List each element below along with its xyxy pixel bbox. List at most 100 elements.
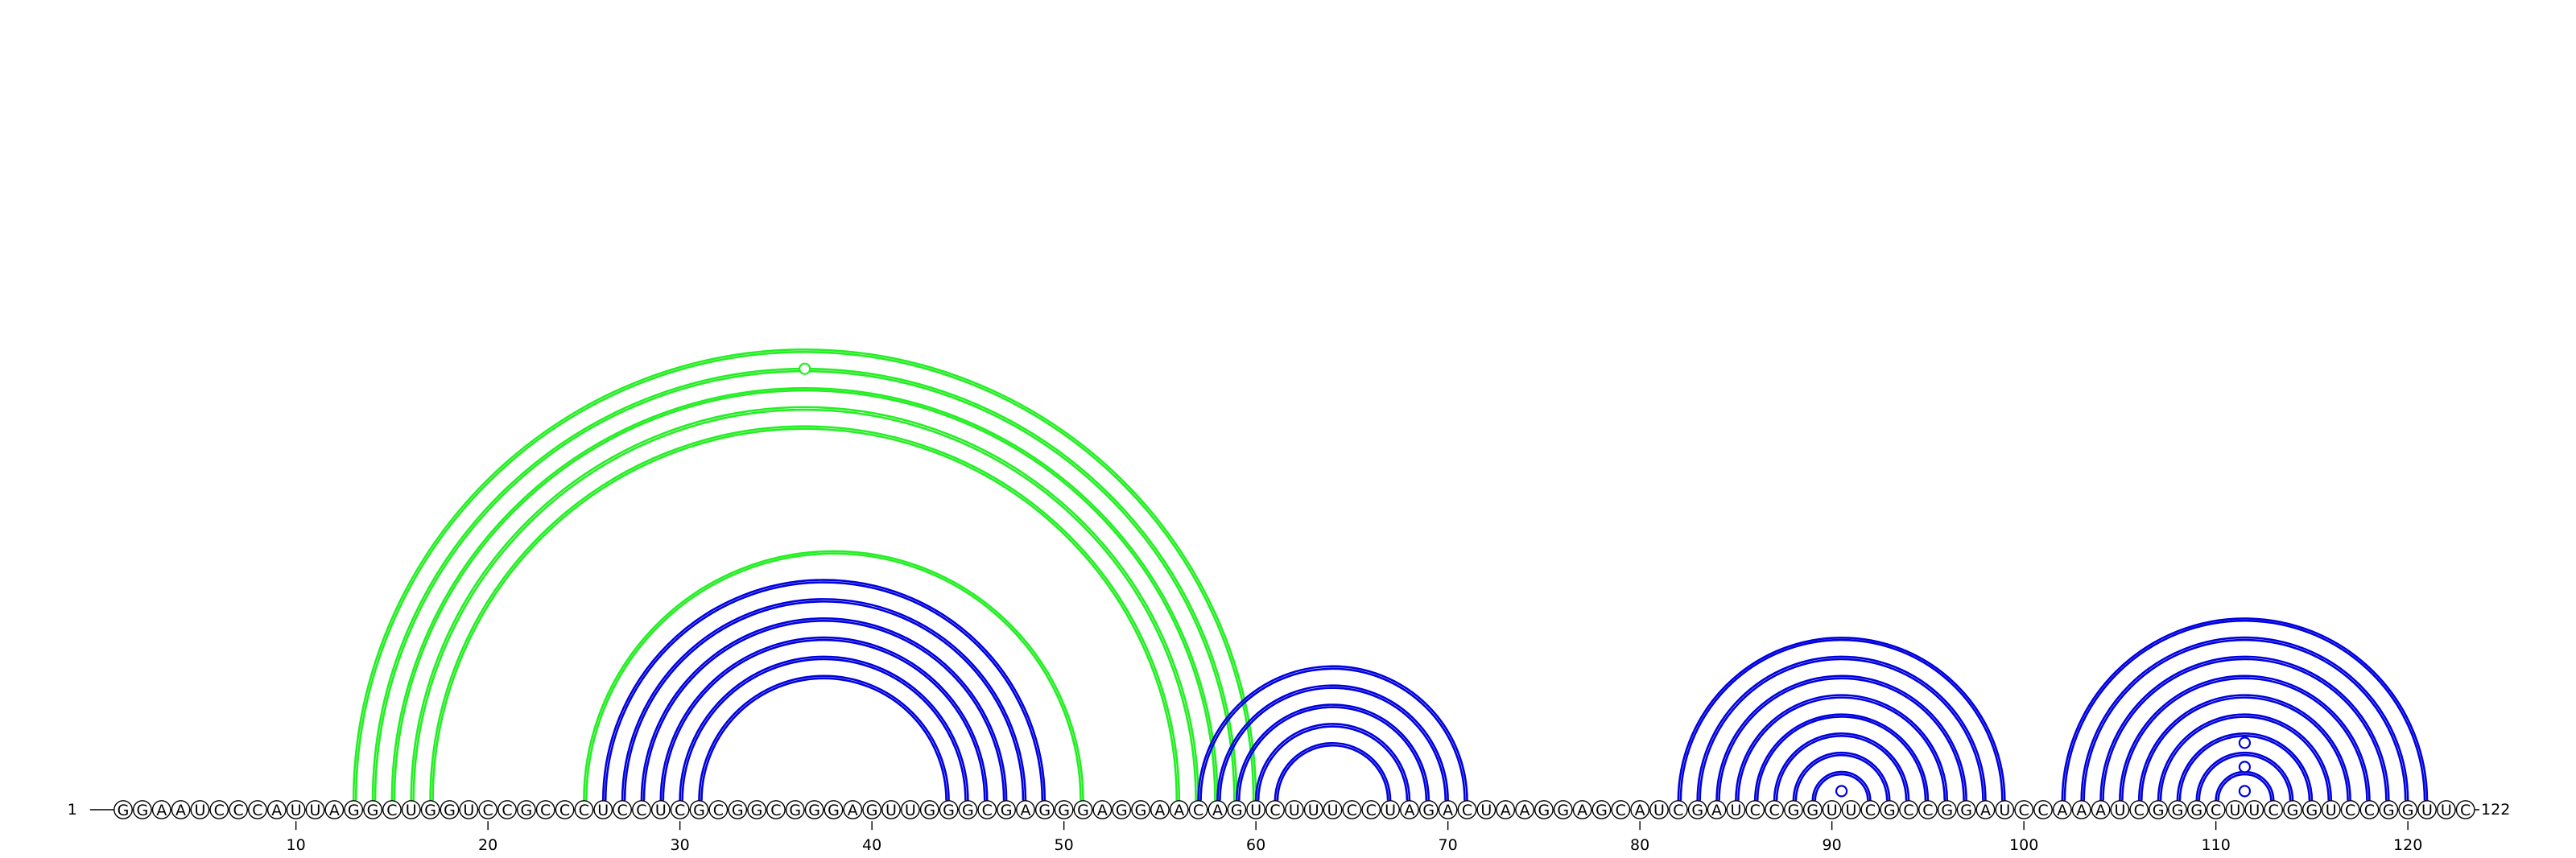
nucleotide-letter: C bbox=[675, 802, 685, 819]
nucleotide-letter: C bbox=[1922, 802, 1933, 819]
base-pair-arc-inner bbox=[431, 427, 1179, 801]
nucleotide: C bbox=[2264, 800, 2284, 819]
nucleotide-letter: G bbox=[2190, 802, 2202, 819]
nucleotide-letter: A bbox=[1501, 802, 1511, 819]
nucleotide-circle bbox=[1860, 800, 1880, 819]
pair-marker bbox=[799, 362, 811, 375]
nucleotide-letter: C bbox=[617, 802, 627, 819]
nucleotide: A bbox=[1707, 800, 1727, 819]
nucleotide: G bbox=[1073, 800, 1093, 819]
nucleotide-circle bbox=[497, 800, 517, 819]
nucleotide-circle bbox=[785, 800, 805, 819]
nucleotide-circle bbox=[1841, 800, 1861, 819]
nucleotide-letter: A bbox=[1404, 802, 1414, 819]
nucleotide-circle bbox=[1995, 800, 2015, 819]
nucleotide: U bbox=[1726, 800, 1746, 819]
base-pair-arc bbox=[659, 636, 989, 801]
nucleotide: G bbox=[363, 800, 382, 819]
nucleotide-letter: C bbox=[2037, 802, 2048, 819]
nucleotide-circle bbox=[1246, 800, 1266, 819]
base-pair-arc-inner bbox=[1737, 696, 1946, 801]
nucleotide: C bbox=[248, 800, 267, 819]
tick-label: 90 bbox=[1823, 836, 1842, 854]
nucleotide-circle bbox=[2206, 800, 2226, 819]
nucleotide: C bbox=[1765, 800, 1785, 819]
nucleotide: U bbox=[1841, 800, 1861, 819]
nucleotide-letter: C bbox=[233, 802, 243, 819]
nucleotide-circle bbox=[2417, 800, 2437, 819]
nucleotide-circle bbox=[728, 800, 748, 819]
nucleotide-letter: G bbox=[2306, 802, 2318, 819]
nucleotide-circle bbox=[900, 800, 920, 819]
tick-label: 30 bbox=[671, 836, 690, 854]
nucleotide-letter: C bbox=[2364, 802, 2375, 819]
nucleotide-letter: G bbox=[1058, 802, 1070, 819]
nucleotide-circle bbox=[804, 800, 824, 819]
nucleotide: C bbox=[1188, 800, 1208, 819]
nucleotide-letter: G bbox=[789, 802, 801, 819]
base-pair-arc-inner bbox=[1199, 667, 1466, 801]
nucleotide-circle bbox=[689, 800, 709, 819]
nucleotide-letter: A bbox=[1154, 802, 1165, 819]
nucleotide: C bbox=[1265, 800, 1285, 819]
pair-marker bbox=[2238, 785, 2252, 798]
nucleotide-circle bbox=[2186, 800, 2207, 819]
nucleotide-letter: C bbox=[713, 802, 724, 819]
pair-marker bbox=[2238, 761, 2252, 773]
nucleotide-circle bbox=[2091, 800, 2111, 819]
base-pair-arc-inner bbox=[1718, 677, 1965, 801]
nucleotide-circle bbox=[382, 800, 402, 819]
nucleotide-circle bbox=[958, 800, 978, 819]
nucleotide-circle bbox=[1726, 800, 1746, 819]
nucleotide-circle bbox=[2014, 800, 2034, 819]
pair-marker bbox=[1835, 785, 1848, 798]
nucleotide-letter: A bbox=[1443, 802, 1453, 819]
nucleotide: G bbox=[1591, 800, 1612, 819]
base-pair-arc-inner bbox=[623, 600, 1025, 801]
nucleotide-letter: G bbox=[1231, 802, 1243, 819]
base-pair-arc bbox=[352, 349, 1257, 801]
nucleotide-circle bbox=[1956, 800, 1976, 819]
nucleotide-letter: C bbox=[1616, 802, 1626, 819]
nucleotide-letter: G bbox=[1788, 802, 1800, 819]
nucleotide-circle bbox=[305, 800, 325, 819]
nucleotide-letter: G bbox=[1422, 802, 1435, 819]
nucleotide-letter: G bbox=[444, 802, 456, 819]
nucleotide: G bbox=[862, 800, 882, 819]
nucleotide: U bbox=[2321, 800, 2341, 819]
nucleotide-circle bbox=[2340, 800, 2360, 819]
nucleotide: G bbox=[440, 800, 460, 819]
nucleotide-circle bbox=[593, 800, 613, 819]
nucleotide: G bbox=[1227, 800, 1247, 819]
nucleotide-circle bbox=[1765, 800, 1785, 819]
nucleotide-letter: A bbox=[156, 802, 167, 819]
nucleotide: U bbox=[459, 800, 479, 819]
nucleotide-circle bbox=[555, 800, 575, 819]
nucleotide: G bbox=[689, 800, 709, 819]
base-pair-arc bbox=[601, 579, 1046, 801]
nucleotide-circle bbox=[1476, 800, 1496, 819]
nucleotide-circle bbox=[650, 800, 671, 819]
nucleotide-letter: C bbox=[1769, 802, 1779, 819]
base-pair-arcs bbox=[352, 349, 2429, 801]
base-pair-arc-inner bbox=[642, 620, 1005, 801]
nucleotide-letter: G bbox=[1596, 802, 1608, 819]
nucleotide-letter: G bbox=[2383, 802, 2395, 819]
nucleotide-circle bbox=[132, 800, 152, 819]
base-pair-arc bbox=[1811, 770, 1872, 801]
nucleotide-circle bbox=[229, 800, 248, 819]
nucleotide-circle bbox=[248, 800, 267, 819]
nucleotide-letter: G bbox=[828, 802, 840, 819]
nucleotide-letter: C bbox=[483, 802, 493, 819]
nucleotide: U bbox=[1323, 800, 1343, 819]
nucleotide-circle bbox=[1457, 800, 1477, 819]
nucleotide-circle bbox=[1092, 800, 1113, 819]
nucleotide: U bbox=[1649, 800, 1669, 819]
nucleotide: C bbox=[1899, 800, 1918, 819]
nucleotide-letter: G bbox=[1941, 802, 1953, 819]
nucleotide: U bbox=[881, 800, 901, 819]
base-pair-arc bbox=[2080, 636, 2409, 801]
nucleotide-letter: C bbox=[2345, 802, 2355, 819]
nucleotide-letter: C bbox=[2268, 802, 2279, 819]
nucleotide-circle bbox=[1553, 800, 1573, 819]
